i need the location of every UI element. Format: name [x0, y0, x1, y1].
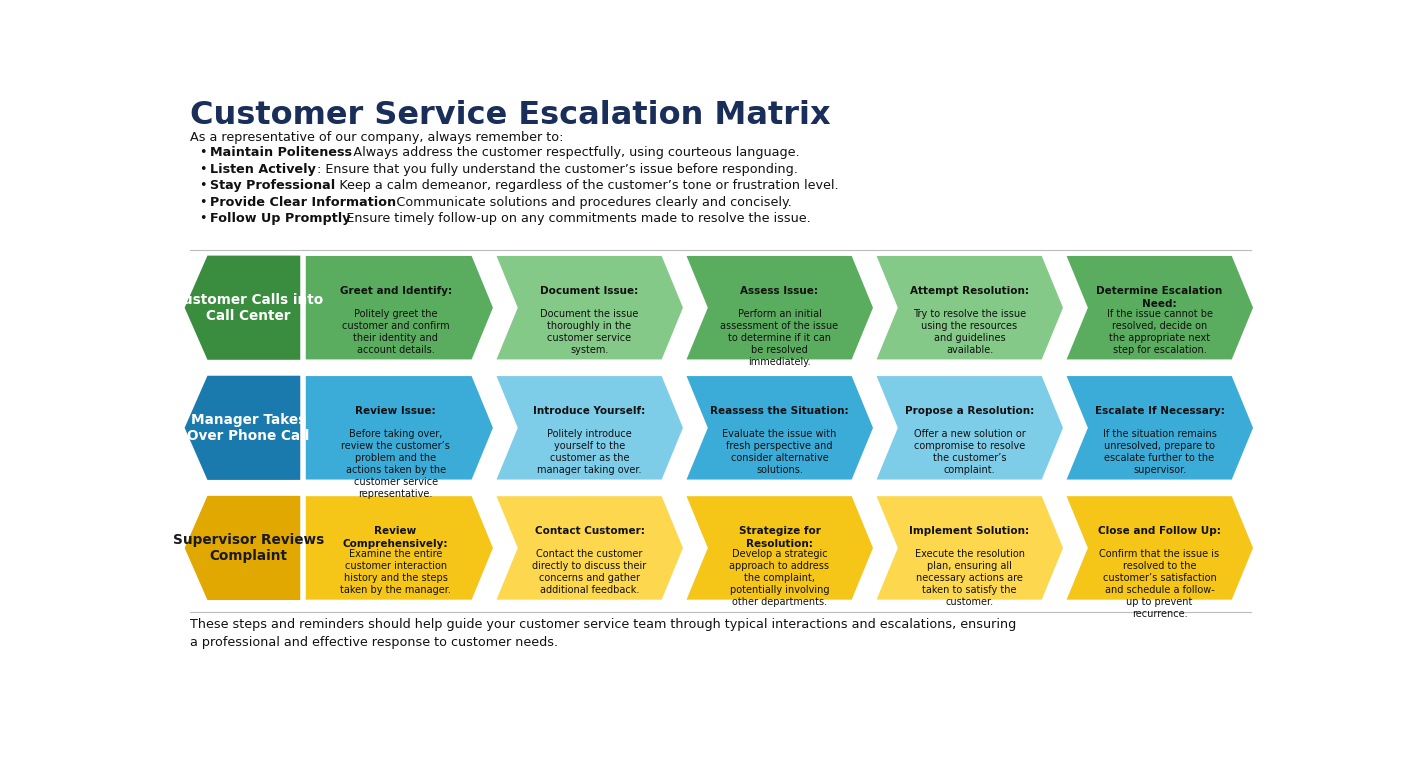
Polygon shape [495, 255, 685, 361]
Text: Greet and Identify:: Greet and Identify: [340, 286, 451, 296]
Text: Examine the entire
customer interaction
history and the steps
taken by the manag: Examine the entire customer interaction … [340, 549, 451, 595]
Text: Review Issue:: Review Issue: [356, 406, 436, 416]
Text: Politely greet the
customer and confirm
their identity and
account details.: Politely greet the customer and confirm … [342, 309, 450, 355]
Text: : Communicate solutions and procedures clearly and concisely.: : Communicate solutions and procedures c… [388, 196, 792, 209]
Text: Manager Takes
Over Phone Call: Manager Takes Over Phone Call [187, 412, 309, 443]
Text: •: • [200, 212, 207, 225]
Text: Contact Customer:: Contact Customer: [534, 527, 644, 537]
Text: Perform an initial
assessment of the issue
to determine if it can
be resolved
im: Perform an initial assessment of the iss… [720, 309, 838, 368]
Text: •: • [200, 163, 207, 176]
Text: •: • [200, 179, 207, 192]
Text: Contact the customer
directly to discuss their
concerns and gather
additional fe: Contact the customer directly to discuss… [533, 549, 647, 595]
Text: Escalate If Necessary:: Escalate If Necessary: [1095, 406, 1225, 416]
Polygon shape [1064, 374, 1254, 481]
Text: Listen Actively: Listen Actively [209, 163, 316, 176]
Text: If the issue cannot be
resolved, decide on
the appropriate next
step for escalat: If the issue cannot be resolved, decide … [1107, 309, 1212, 355]
Text: : Always address the customer respectfully, using courteous language.: : Always address the customer respectful… [346, 146, 800, 159]
Text: Assess Issue:: Assess Issue: [741, 286, 818, 296]
Polygon shape [685, 374, 875, 481]
Polygon shape [1064, 255, 1254, 361]
Polygon shape [305, 374, 495, 481]
Text: Politely introduce
yourself to the
customer as the
manager taking over.: Politely introduce yourself to the custo… [537, 429, 641, 476]
Polygon shape [875, 255, 1064, 361]
Polygon shape [495, 374, 685, 481]
Text: Offer a new solution or
compromise to resolve
the customer’s
complaint.: Offer a new solution or compromise to re… [914, 429, 1025, 476]
Polygon shape [685, 255, 875, 361]
Text: Propose a Resolution:: Propose a Resolution: [905, 406, 1035, 416]
Text: Follow Up Promptly: Follow Up Promptly [209, 212, 350, 225]
Text: Introduce Yourself:: Introduce Yourself: [533, 406, 645, 416]
Text: Execute the resolution
plan, ensuring all
necessary actions are
taken to satisfy: Execute the resolution plan, ensuring al… [914, 549, 1025, 607]
Text: Close and Follow Up:: Close and Follow Up: [1098, 527, 1220, 537]
Text: Review
Comprehensively:: Review Comprehensively: [343, 527, 449, 549]
Text: Develop a strategic
approach to address
the complaint,
potentially involving
oth: Develop a strategic approach to address … [730, 549, 830, 607]
Text: Confirm that the issue is
resolved to the
customer’s satisfaction
and schedule a: Confirm that the issue is resolved to th… [1099, 549, 1219, 619]
Text: Determine Escalation
Need:: Determine Escalation Need: [1097, 286, 1223, 308]
Polygon shape [875, 495, 1064, 601]
Text: Maintain Politeness: Maintain Politeness [209, 146, 352, 159]
Text: Strategize for
Resolution:: Strategize for Resolution: [738, 527, 821, 549]
Text: Evaluate the issue with
fresh perspective and
consider alternative
solutions.: Evaluate the issue with fresh perspectiv… [723, 429, 837, 476]
Polygon shape [305, 495, 495, 601]
Text: Stay Professional: Stay Professional [209, 179, 335, 192]
Text: Implement Solution:: Implement Solution: [910, 527, 1029, 537]
Text: As a representative of our company, always remember to:: As a representative of our company, alwa… [190, 131, 564, 144]
Text: : Keep a calm demeanor, regardless of the customer’s tone or frustration level.: : Keep a calm demeanor, regardless of th… [330, 179, 839, 192]
Text: Customer Calls into
Call Center: Customer Calls into Call Center [173, 292, 323, 323]
Text: If the situation remains
unresolved, prepare to
escalate further to the
supervis: If the situation remains unresolved, pre… [1102, 429, 1216, 476]
Polygon shape [184, 495, 301, 601]
Polygon shape [184, 374, 301, 481]
Polygon shape [184, 255, 301, 361]
Polygon shape [685, 495, 875, 601]
Text: •: • [200, 196, 207, 209]
Text: Document Issue:: Document Issue: [540, 286, 638, 296]
Text: : Ensure timely follow-up on any commitments made to resolve the issue.: : Ensure timely follow-up on any commitm… [339, 212, 811, 225]
Text: These steps and reminders should help guide your customer service team through t: These steps and reminders should help gu… [190, 618, 1017, 649]
Text: : Ensure that you fully understand the customer’s issue before responding.: : Ensure that you fully understand the c… [316, 163, 797, 176]
Polygon shape [875, 374, 1064, 481]
Text: Attempt Resolution:: Attempt Resolution: [910, 286, 1029, 296]
Text: Reassess the Situation:: Reassess the Situation: [710, 406, 849, 416]
Text: Supervisor Reviews
Complaint: Supervisor Reviews Complaint [173, 533, 323, 563]
Text: Document the issue
thoroughly in the
customer service
system.: Document the issue thoroughly in the cus… [540, 309, 638, 355]
Polygon shape [305, 255, 495, 361]
Polygon shape [495, 495, 685, 601]
Text: Provide Clear Information: Provide Clear Information [209, 196, 396, 209]
Text: •: • [200, 146, 207, 159]
Text: Customer Service Escalation Matrix: Customer Service Escalation Matrix [190, 100, 831, 131]
Text: Try to resolve the issue
using the resources
and guidelines
available.: Try to resolve the issue using the resou… [912, 309, 1026, 355]
Polygon shape [1064, 495, 1254, 601]
Text: Before taking over,
review the customer’s
problem and the
actions taken by the
c: Before taking over, review the customer’… [342, 429, 450, 499]
